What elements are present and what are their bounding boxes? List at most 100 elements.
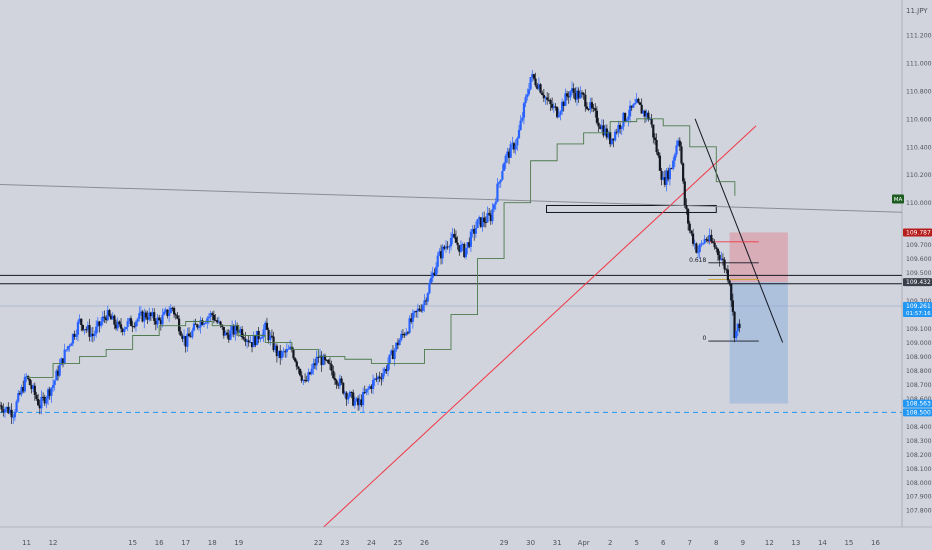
candle-body	[663, 177, 666, 185]
time-tick-label: 5	[634, 539, 638, 547]
candle-body	[546, 97, 549, 100]
candle-body	[312, 363, 315, 369]
candle-body	[602, 125, 605, 136]
candle-body	[53, 380, 56, 385]
candle-body	[123, 329, 126, 332]
candle-body	[166, 309, 169, 316]
candle-body	[42, 396, 45, 398]
candle-body	[640, 104, 643, 114]
candle-body	[388, 354, 391, 364]
candle-body	[315, 356, 318, 366]
candle-body	[280, 351, 283, 358]
candle-body	[124, 327, 128, 330]
candle-body	[128, 318, 131, 322]
candle-body	[463, 244, 466, 258]
price-tag-value: 109.432	[906, 279, 931, 286]
price-tag	[903, 399, 932, 408]
candle-body	[380, 378, 383, 380]
candle-body	[86, 325, 89, 330]
candle-body	[398, 340, 401, 346]
candle-body	[46, 389, 50, 399]
candle-body	[458, 245, 461, 252]
candle-body	[448, 246, 451, 248]
candle-body	[569, 91, 572, 98]
time-tick-label: 6	[661, 539, 666, 547]
candle-body	[413, 311, 416, 313]
candle-body	[98, 321, 101, 326]
candle-body	[83, 329, 86, 331]
candle-body	[217, 321, 220, 323]
candle-body	[61, 358, 65, 364]
candle-body	[645, 112, 648, 117]
candle-body	[342, 382, 345, 394]
candle-body	[12, 417, 15, 419]
price-tick-label: 108.600	[906, 396, 932, 403]
candle-body	[18, 393, 21, 395]
candle-body	[206, 318, 209, 323]
candle-body	[705, 239, 708, 241]
candle-body	[55, 370, 58, 381]
candle-body	[17, 393, 20, 402]
candle-body	[37, 399, 40, 406]
candle-body	[706, 239, 710, 242]
candle-body	[691, 233, 695, 244]
candle-body	[197, 327, 201, 329]
candle-body	[15, 401, 18, 412]
candle-body	[66, 346, 70, 350]
price-tick-label: 107.900	[906, 494, 932, 501]
price-tick-label: 110.400	[906, 144, 932, 151]
candle-body	[114, 324, 118, 329]
candle-body	[65, 349, 68, 351]
price-tick-label: 110.800	[906, 88, 932, 95]
candle-body	[119, 324, 123, 329]
candle-body	[647, 112, 650, 120]
candle-body	[489, 214, 492, 222]
candle-body	[668, 168, 671, 180]
stop-loss-zone	[729, 232, 788, 283]
candle-body	[682, 163, 685, 182]
time-tick-label: 18	[208, 539, 217, 547]
candle-body	[675, 145, 678, 155]
candle-body	[730, 283, 733, 301]
candle-body	[20, 387, 23, 395]
candle-body	[302, 379, 305, 381]
candle-body	[181, 335, 184, 339]
candle-body	[116, 321, 119, 329]
time-axis[interactable]: 11 12 15 16 17 18 19 22 23 24 25 26 29 30 31 Apr 2 5 6 7 8 9 1…	[0, 526, 932, 550]
candle-body	[172, 308, 176, 315]
candle-body	[236, 325, 239, 331]
candle-body	[499, 179, 502, 183]
candle-body	[204, 322, 207, 324]
candle-body	[373, 378, 376, 381]
candle-body	[594, 108, 597, 111]
candle-body	[725, 269, 728, 271]
candle-body	[194, 323, 197, 325]
candle-body	[100, 321, 103, 326]
candle-body	[274, 345, 277, 351]
price-tags-layer: 109.787109.432109.26101:57:16108.563108.…	[892, 194, 932, 417]
candle-body	[600, 125, 603, 129]
price-tag-countdown: 01:57:16	[906, 311, 931, 317]
candle-body	[211, 313, 214, 315]
candle-body	[189, 336, 192, 338]
candle-body	[126, 321, 129, 328]
candle-body	[308, 372, 312, 375]
candle-body	[708, 234, 711, 242]
candle-body	[224, 332, 227, 336]
zones-layer	[546, 204, 788, 404]
candle-body	[574, 92, 577, 100]
supply-zone-box	[546, 204, 717, 213]
candle-body	[488, 213, 491, 215]
candle-body	[529, 77, 532, 90]
candle-body	[542, 94, 545, 99]
candle-body	[544, 97, 547, 99]
candle-body	[677, 140, 680, 146]
candle-body	[655, 140, 658, 153]
candle-body	[51, 384, 55, 388]
candle-body	[474, 228, 477, 234]
candle-body	[80, 318, 83, 326]
candle-body	[2, 409, 5, 413]
ma-tag	[892, 194, 904, 204]
price-axis[interactable]: 111.200 111.000 110.800 110.600 110.400 110.2…	[901, 0, 932, 550]
